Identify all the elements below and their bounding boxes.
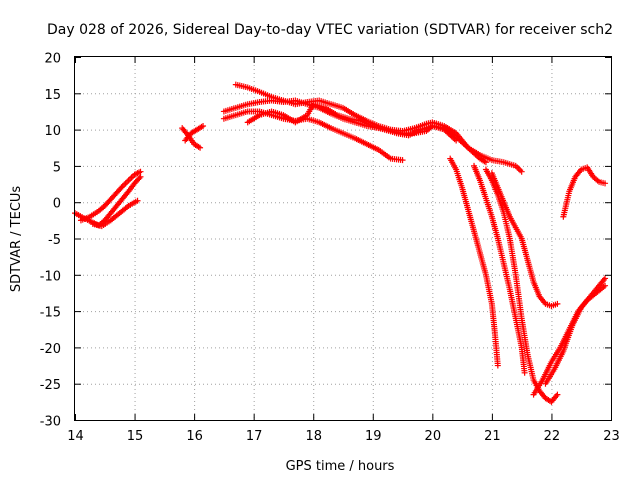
series-track-13 [488, 170, 561, 310]
series-track-2 [77, 168, 144, 224]
y-tick-label: 10 [44, 124, 61, 139]
x-tick-label: 21 [484, 429, 501, 444]
data-point-marker [602, 275, 609, 282]
x-tick-label: 23 [603, 429, 620, 444]
data-point-marker [137, 173, 144, 180]
series-track-9 [244, 101, 460, 144]
x-tick-label: 15 [127, 429, 144, 444]
data-point-marker [494, 362, 501, 369]
data-point-marker [554, 391, 561, 398]
axis-ticks: 14 15 16 17 18 19 20 21 22 23 -30 -25 -20 -15 -10 -5 0 5 1… [40, 52, 620, 445]
data-series [72, 81, 609, 405]
data-point-marker [128, 174, 135, 181]
data-point-marker [136, 175, 143, 182]
x-tick-label: 16 [186, 429, 203, 444]
y-tick-label: -30 [40, 415, 61, 430]
y-tick-label: 15 [44, 88, 61, 103]
data-point-marker [124, 178, 131, 185]
data-point-marker [118, 184, 125, 191]
x-axis-label: GPS time / hours [286, 459, 395, 474]
data-point-marker [137, 168, 144, 175]
x-tick-label: 20 [425, 429, 442, 444]
data-point-marker [602, 282, 609, 289]
plot-frame [74, 56, 612, 421]
data-point-marker [515, 165, 522, 172]
data-point-marker [127, 175, 134, 182]
series-track-5 [182, 122, 207, 144]
data-point-marker [517, 167, 524, 174]
data-point-marker [200, 122, 207, 129]
y-tick-label: -20 [40, 342, 61, 357]
y-tick-label: 5 [53, 160, 61, 175]
data-point-marker [521, 369, 528, 376]
data-point-marker [134, 197, 141, 204]
y-tick-label: 0 [53, 197, 61, 212]
series-track-16 [560, 164, 609, 220]
y-tick-label: 20 [44, 52, 61, 67]
x-tick-label: 17 [246, 429, 263, 444]
data-point-marker [453, 137, 460, 144]
series-track-8 [220, 108, 406, 164]
y-tick-label: -5 [48, 233, 61, 248]
y-tick-label: -15 [40, 306, 61, 321]
x-tick-label: 18 [305, 429, 322, 444]
chart-title: Day 028 of 2026, Sidereal Day-to-day VTE… [47, 22, 613, 38]
y-tick-label: -10 [40, 269, 61, 284]
series-track-11 [471, 162, 528, 376]
data-point-marker [518, 168, 525, 175]
data-point-marker [125, 177, 132, 184]
data-point-marker [602, 180, 609, 187]
x-tick-label: 14 [67, 429, 84, 444]
x-tick-label: 22 [544, 429, 561, 444]
y-axis-label: SDTVAR / TECUs [9, 186, 24, 293]
series-track-15 [542, 275, 609, 387]
series-track-3 [89, 197, 141, 230]
x-tick-label: 19 [365, 429, 382, 444]
data-point-marker [122, 180, 129, 187]
data-point-marker [554, 300, 561, 307]
data-point-marker [399, 157, 406, 164]
series-track-10 [447, 155, 501, 369]
grid [75, 57, 611, 420]
y-tick-label: -25 [40, 378, 61, 393]
series-track-4 [179, 125, 204, 151]
data-point-marker [197, 144, 204, 151]
